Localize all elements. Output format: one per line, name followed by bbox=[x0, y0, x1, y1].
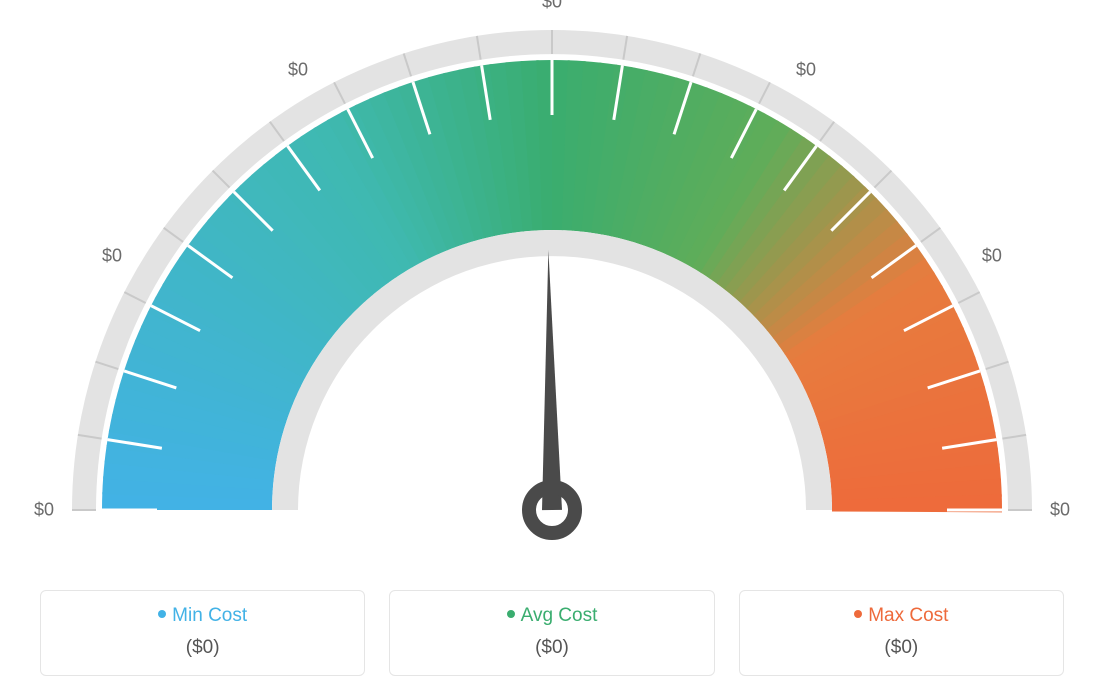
gauge-svg bbox=[0, 0, 1104, 560]
gauge-tick-label: $0 bbox=[1050, 500, 1070, 521]
legend-min: Min Cost ($0) bbox=[40, 590, 365, 676]
gauge: $0 $0 $0 $0 $0 $0 $0 bbox=[0, 0, 1104, 560]
dot-icon bbox=[158, 610, 166, 618]
gauge-tick-label: $0 bbox=[34, 500, 54, 521]
legend-min-value: ($0) bbox=[51, 637, 354, 659]
legend-max-value: ($0) bbox=[750, 637, 1053, 659]
legend-max: Max Cost ($0) bbox=[739, 590, 1064, 676]
gauge-tick-label: $0 bbox=[542, 0, 562, 13]
legend-min-text: Min Cost bbox=[172, 605, 247, 626]
dot-icon bbox=[854, 610, 862, 618]
gauge-tick-label: $0 bbox=[102, 246, 122, 267]
gauge-tick-label: $0 bbox=[982, 246, 1002, 267]
gauge-tick-label: $0 bbox=[796, 60, 816, 81]
legend-min-label: Min Cost bbox=[51, 605, 354, 627]
chart-container: $0 $0 $0 $0 $0 $0 $0 Min Cost ($0) Avg Cost ($… bbox=[0, 0, 1104, 690]
legend-avg: Avg Cost ($0) bbox=[389, 590, 714, 676]
dot-icon bbox=[507, 610, 515, 618]
legend-max-label: Max Cost bbox=[750, 605, 1053, 627]
legend-avg-text: Avg Cost bbox=[521, 605, 598, 626]
gauge-tick-label: $0 bbox=[288, 60, 308, 81]
legend-row: Min Cost ($0) Avg Cost ($0) Max Cost ($0… bbox=[40, 590, 1064, 676]
legend-avg-label: Avg Cost bbox=[400, 605, 703, 627]
legend-avg-value: ($0) bbox=[400, 637, 703, 659]
legend-max-text: Max Cost bbox=[868, 605, 948, 626]
